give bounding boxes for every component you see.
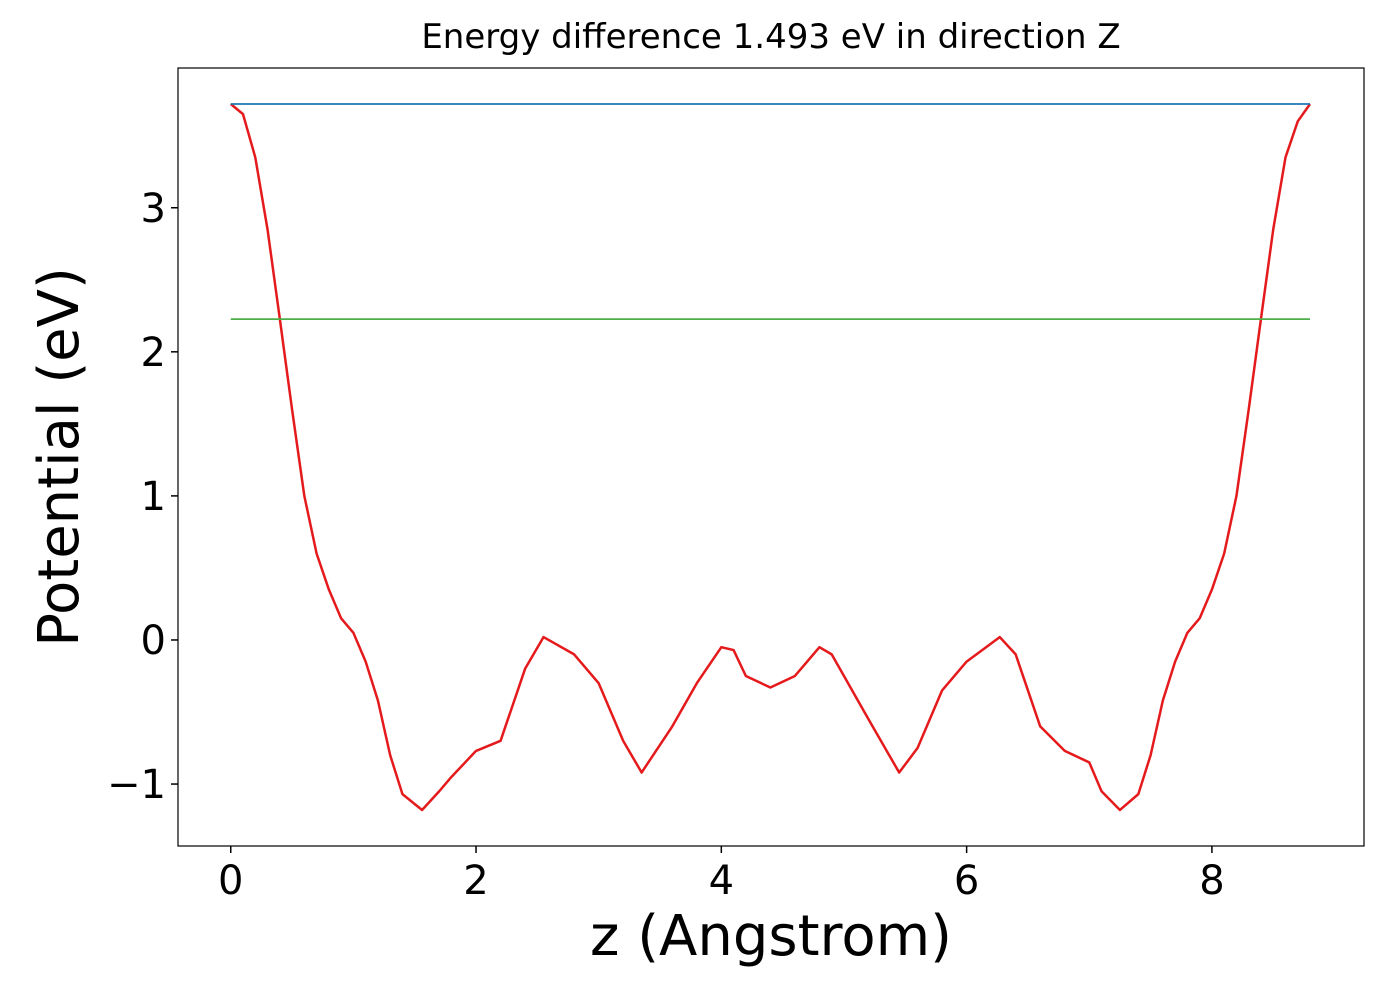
x-tick-label: 4 — [709, 858, 734, 904]
y-tick-label: −1 — [107, 762, 166, 808]
x-tick-label: 2 — [463, 858, 488, 904]
series-line — [229, 103, 1312, 812]
y-tick-label: 3 — [141, 186, 166, 232]
x-tick-label: 6 — [954, 858, 979, 904]
y-tick-label: 1 — [141, 474, 166, 520]
x-axis-label: z (Angstrom) — [590, 904, 952, 969]
chart-title: Energy difference 1.493 eV in direction … — [421, 17, 1120, 57]
x-tick-label: 0 — [218, 858, 243, 904]
y-tick-label: 0 — [141, 618, 166, 664]
plot-frame — [177, 67, 1365, 847]
y-tick-label: 2 — [141, 330, 166, 376]
y-axis-label: Potential (eV) — [27, 267, 92, 647]
x-tick-label: 8 — [1199, 858, 1224, 904]
